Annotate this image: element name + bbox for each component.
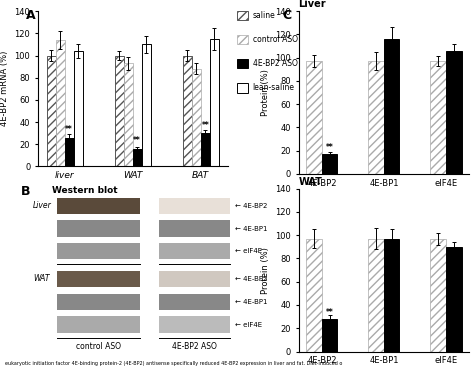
Bar xyxy=(57,316,140,333)
Bar xyxy=(384,39,400,174)
Text: saline: saline xyxy=(253,11,275,20)
Text: eukaryotic initiation factor 4E-binding protein-2 (4E-BP2) antisense specificall: eukaryotic initiation factor 4E-binding … xyxy=(5,361,342,366)
Bar xyxy=(182,56,191,166)
Bar xyxy=(191,69,201,166)
Y-axis label: 4E-BP2 mRNA (%): 4E-BP2 mRNA (%) xyxy=(0,51,9,127)
Bar xyxy=(57,221,140,237)
Bar xyxy=(115,56,124,166)
Bar xyxy=(55,40,64,166)
Bar xyxy=(322,154,337,174)
Text: ← 4E-BP1: ← 4E-BP1 xyxy=(235,225,267,232)
Bar xyxy=(57,198,140,214)
Text: ← 4E-BP1: ← 4E-BP1 xyxy=(235,299,267,305)
Bar xyxy=(368,239,384,352)
Text: ← 4E-BP2: ← 4E-BP2 xyxy=(235,276,267,282)
Text: control ASO: control ASO xyxy=(76,342,121,351)
Text: **: ** xyxy=(133,137,141,145)
Bar xyxy=(133,149,142,166)
Text: Liver: Liver xyxy=(33,201,52,210)
Text: 4E-BP2 ASO: 4E-BP2 ASO xyxy=(172,342,217,351)
Bar xyxy=(306,239,322,352)
Bar xyxy=(159,198,230,214)
Bar xyxy=(74,51,83,166)
Bar xyxy=(201,133,210,166)
Text: ← eIF4E: ← eIF4E xyxy=(235,322,262,327)
Bar xyxy=(368,61,384,174)
Bar xyxy=(46,56,55,166)
Bar xyxy=(142,44,151,166)
Bar xyxy=(124,63,133,166)
Bar xyxy=(430,61,446,174)
Text: **: ** xyxy=(326,307,334,317)
Text: **: ** xyxy=(65,125,73,134)
Bar xyxy=(159,294,230,310)
Text: A: A xyxy=(26,9,36,22)
Bar xyxy=(57,294,140,310)
Text: ← eIF4E: ← eIF4E xyxy=(235,248,262,254)
Text: 4E-BP2 ASO: 4E-BP2 ASO xyxy=(253,59,298,68)
Bar xyxy=(159,243,230,259)
Text: B: B xyxy=(21,185,31,198)
Text: Liver: Liver xyxy=(299,0,326,9)
Bar xyxy=(306,61,322,174)
Text: WAT: WAT xyxy=(299,176,322,186)
Text: control ASO: control ASO xyxy=(253,35,298,44)
Bar xyxy=(57,243,140,259)
Bar xyxy=(446,51,462,174)
Bar xyxy=(159,316,230,333)
Text: Western blot: Western blot xyxy=(52,186,118,195)
Bar xyxy=(64,138,74,166)
Text: C: C xyxy=(282,9,291,22)
Text: WAT: WAT xyxy=(33,275,50,283)
Text: **: ** xyxy=(201,121,209,130)
Bar xyxy=(446,247,462,352)
Bar xyxy=(57,271,140,287)
Text: ← 4E-BP2: ← 4E-BP2 xyxy=(235,203,267,209)
Bar xyxy=(159,221,230,237)
Y-axis label: Protein (%): Protein (%) xyxy=(261,69,270,116)
Bar xyxy=(430,239,446,352)
Y-axis label: Protein (%): Protein (%) xyxy=(261,247,270,293)
Bar xyxy=(322,319,337,352)
Bar xyxy=(384,239,400,352)
Bar xyxy=(210,39,219,166)
Text: lean-saline: lean-saline xyxy=(253,83,295,92)
Text: **: ** xyxy=(326,143,334,152)
Bar xyxy=(159,271,230,287)
